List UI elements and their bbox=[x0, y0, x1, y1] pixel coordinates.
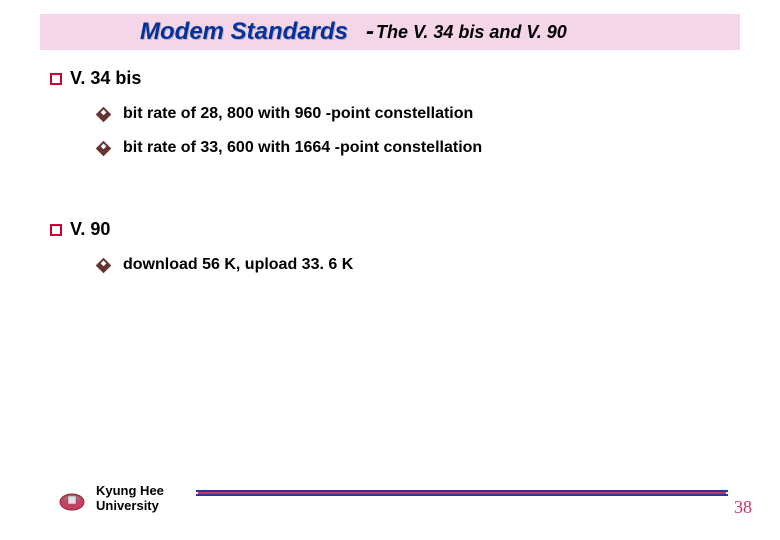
title-main: Modem Standards bbox=[140, 18, 348, 46]
item-text: download 56 K, upload 33. 6 K bbox=[123, 256, 353, 274]
item-text: bit rate of 33, 600 with 1664 -point con… bbox=[123, 139, 482, 157]
diamond-bullet-icon bbox=[96, 257, 112, 273]
section-label-1: V. 34 bis bbox=[70, 68, 141, 89]
title-bar: Modem Standards - The V. 34 bis and V. 9… bbox=[40, 14, 740, 50]
diamond-bullet-icon bbox=[96, 140, 112, 156]
footer-divider-inner bbox=[198, 492, 726, 494]
diamond-bullet-icon bbox=[96, 106, 112, 122]
section-heading-2: V. 90 bbox=[50, 219, 730, 240]
list-item: bit rate of 33, 600 with 1664 -point con… bbox=[98, 139, 730, 157]
square-bullet-icon bbox=[50, 224, 62, 236]
title-dash: - bbox=[366, 18, 374, 46]
page-number: 38 bbox=[734, 497, 752, 518]
item-text: bit rate of 28, 800 with 960 -point cons… bbox=[123, 105, 473, 123]
university-name-line2: University bbox=[96, 498, 164, 514]
section-heading-1: V. 34 bis bbox=[50, 68, 730, 89]
section-label-2: V. 90 bbox=[70, 219, 110, 240]
square-bullet-icon bbox=[50, 73, 62, 85]
university-name: Kyung Hee University bbox=[96, 483, 164, 514]
university-logo-icon bbox=[58, 488, 86, 512]
list-item: bit rate of 28, 800 with 960 -point cons… bbox=[98, 105, 730, 123]
list-item: download 56 K, upload 33. 6 K bbox=[98, 256, 730, 274]
title-subtitle: The V. 34 bis and V. 90 bbox=[376, 22, 567, 43]
footer: Kyung Hee University 38 bbox=[0, 478, 780, 518]
university-name-line1: Kyung Hee bbox=[96, 483, 164, 499]
content-area: V. 34 bis bit rate of 28, 800 with 960 -… bbox=[50, 68, 730, 290]
